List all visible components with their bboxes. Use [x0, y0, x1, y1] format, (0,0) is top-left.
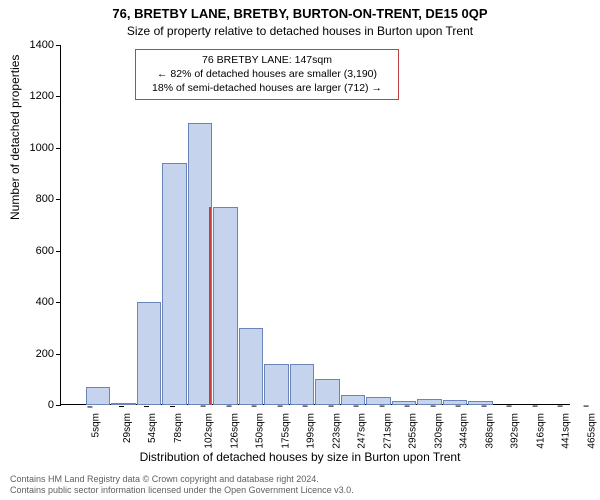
property-marker-line [209, 207, 211, 405]
x-tick-label: 416sqm [535, 407, 546, 449]
callout-line-2: ← 82% of detached houses are smaller (3,… [142, 67, 392, 81]
x-tick-label: 223sqm [331, 407, 342, 449]
histogram-bar [443, 400, 468, 405]
x-axis-label: Distribution of detached houses by size … [0, 450, 600, 464]
chart-plot-area: 02004006008001000120014005sqm29sqm54sqm7… [60, 45, 570, 405]
y-tick-label: 1000 [14, 142, 60, 154]
x-tick-label: 247sqm [357, 407, 368, 449]
x-tick-label: 150sqm [255, 407, 266, 449]
histogram-bar [315, 379, 340, 405]
x-tick-label: 199sqm [306, 407, 317, 449]
histogram-bar [137, 302, 162, 405]
attribution-line-2: Contains public sector information licen… [10, 485, 354, 496]
histogram-bar [290, 364, 315, 405]
x-tick-label: 465sqm [586, 407, 597, 449]
y-tick-label: 400 [14, 296, 60, 308]
x-tick-label: 102sqm [204, 407, 215, 449]
callout-box: 76 BRETBY LANE: 147sqm ← 82% of detached… [135, 49, 399, 100]
x-tick-label: 78sqm [173, 407, 184, 443]
y-tick-label: 800 [14, 193, 60, 205]
x-tick-label: 29sqm [122, 407, 133, 443]
histogram-bar [239, 328, 264, 405]
histogram-bar [86, 387, 111, 405]
histogram-bar [213, 207, 238, 405]
x-tick-label: 441sqm [561, 407, 572, 449]
x-tick-label: 295sqm [408, 407, 419, 449]
histogram-bar [392, 401, 417, 405]
histogram-bar [468, 401, 493, 405]
x-tick-label: 54sqm [147, 407, 158, 443]
histogram-bar [366, 397, 391, 405]
x-tick-label: 271sqm [382, 407, 393, 449]
callout-line-1: 76 BRETBY LANE: 147sqm [142, 53, 392, 67]
y-tick-label: 1400 [14, 39, 60, 51]
x-tick-label: 175sqm [280, 407, 291, 449]
attribution-line-1: Contains HM Land Registry data © Crown c… [10, 474, 354, 485]
attribution-block: Contains HM Land Registry data © Crown c… [10, 474, 354, 497]
x-tick-label: 5sqm [90, 407, 101, 437]
x-tick-label: 344sqm [459, 407, 470, 449]
y-tick-label: 0 [14, 399, 60, 411]
histogram-bar [162, 163, 187, 405]
y-axis-line [60, 45, 61, 405]
histogram-bar [264, 364, 289, 405]
x-tick-label: 126sqm [229, 407, 240, 449]
x-tick-label: 368sqm [484, 407, 495, 449]
y-tick-label: 1200 [14, 90, 60, 102]
histogram-bar [111, 403, 136, 405]
histogram-bar [417, 399, 442, 405]
y-tick-label: 600 [14, 245, 60, 257]
histogram-bar [341, 395, 366, 405]
chart-title-sub: Size of property relative to detached ho… [0, 24, 600, 38]
y-tick-label: 200 [14, 348, 60, 360]
x-tick-label: 320sqm [433, 407, 444, 449]
callout-line-3: 18% of semi-detached houses are larger (… [142, 81, 392, 95]
x-tick-label: 392sqm [510, 407, 521, 449]
chart-title-main: 76, BRETBY LANE, BRETBY, BURTON-ON-TRENT… [0, 6, 600, 21]
